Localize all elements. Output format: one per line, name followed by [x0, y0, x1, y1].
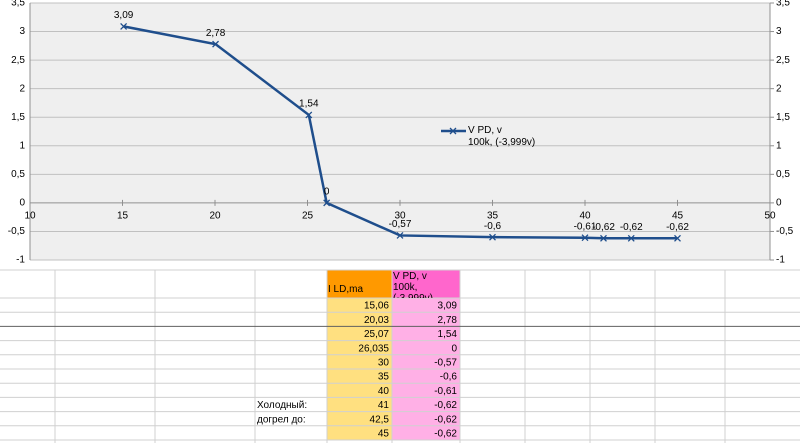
table-cell: -0,62 — [434, 429, 457, 440]
table-cell: 30 — [378, 358, 390, 369]
table-header: I LD,ma — [328, 284, 364, 295]
chart: -1 -0,5 0 0,5 1 1,5 2 2,5 3 3,5 -1 -0,5 0 0,5 1 1,5 2 2,5… — [8, 0, 794, 266]
y-tick-label: 1,5 — [11, 112, 25, 123]
y2-tick-label: -0,5 — [776, 226, 794, 237]
y2-tick-label: 3,5 — [776, 0, 790, 9]
x-tick-label: 35 — [487, 211, 499, 222]
point-marker — [489, 233, 496, 241]
data-label: -0,62 — [666, 222, 689, 233]
y-tick-label: 1 — [19, 140, 25, 151]
y-tick-label: 2,5 — [11, 55, 25, 66]
x-tick-label: 15 — [117, 211, 129, 222]
table-cell: 45 — [378, 429, 390, 440]
point-marker — [627, 234, 635, 242]
y-tick-label: 2 — [19, 83, 25, 94]
x-tick-label: 30 — [394, 211, 406, 222]
data-label: -0,62 — [592, 222, 615, 233]
legend-label-box: V PD, v 100k, (-3,999v) — [468, 125, 536, 148]
y2-tick-label: 3 — [776, 26, 782, 37]
point-marker — [305, 111, 313, 119]
table-cell: 40 — [378, 386, 390, 397]
table-header-box: V PD, v 100k, (-3,999v) — [393, 271, 433, 298]
data-label: -0,61 — [574, 221, 597, 232]
col-i-ld-header — [327, 270, 392, 298]
table-cell: 20,03 — [364, 315, 389, 326]
table-cell: -0,62 — [434, 414, 457, 425]
table-cell: 41 — [378, 400, 390, 411]
y-tick-label: -1 — [16, 255, 25, 266]
x-tick-label: 20 — [209, 211, 221, 222]
data-label: -0,6 — [484, 221, 502, 232]
y2-tick-label: 0 — [776, 198, 782, 209]
data-label: 1,54 — [299, 99, 319, 110]
point-marker — [120, 22, 128, 30]
table-cell: 35 — [378, 372, 390, 383]
table-cell: 1,54 — [438, 329, 458, 340]
point-marker — [600, 234, 607, 242]
y-tick-label: 3,5 — [11, 0, 25, 9]
table-cell: 3,09 — [438, 301, 458, 312]
table-header-box: I LD,ma — [328, 284, 364, 295]
data-label: 2,78 — [206, 28, 226, 39]
table-cell: 25,07 — [364, 329, 389, 340]
table-cell: -0,6 — [440, 372, 458, 383]
y2-tick-label: 1,5 — [776, 112, 790, 123]
data-label: 3,09 — [114, 10, 134, 21]
legend-marker — [449, 127, 457, 135]
data-label: 0 — [324, 187, 330, 198]
y-tick-label: 0,5 — [11, 169, 25, 180]
table-header: V PD, v 100k, (-3,999v) — [393, 271, 433, 298]
series-line — [123, 25, 678, 240]
point-marker — [323, 199, 331, 207]
y2-tick-label: 1 — [776, 140, 782, 151]
y2-tick-label: -1 — [776, 255, 785, 266]
sheet: I LD,ma V PD, v 100k, (-3,999v) 15,06 3,09 2… — [0, 269, 800, 443]
point-marker — [212, 40, 220, 48]
table-note: Холодный: — [257, 400, 307, 411]
x-tick-label: 40 — [579, 211, 591, 222]
y2-tick-label: 2,5 — [776, 55, 790, 66]
x-tick-label: 25 — [302, 211, 314, 222]
point-marker — [674, 234, 681, 242]
plot-area — [30, 3, 770, 260]
table-cell: -0,61 — [434, 386, 457, 397]
y-tick-label: 3 — [19, 26, 25, 37]
table-cell: 42,5 — [370, 414, 390, 425]
table-cell: 15,06 — [364, 301, 389, 312]
y2-tick-label: 2 — [776, 83, 782, 94]
y2-tick-label: 0,5 — [776, 169, 790, 180]
table-cell: -0,62 — [434, 400, 457, 411]
y-tick-label: -0,5 — [8, 226, 26, 237]
table-cell: 26,035 — [358, 343, 389, 354]
y-tick-label: 0 — [19, 198, 25, 209]
legend-label: V PD, v 100k, (-3,999v) — [468, 125, 536, 148]
table-cell: 0 — [451, 343, 457, 354]
data-label: -0,62 — [620, 222, 643, 233]
col-v-pd-header — [392, 270, 460, 298]
data-label: -0,57 — [389, 219, 412, 230]
x-tick-label: 45 — [672, 211, 684, 222]
table-cell: 2,78 — [438, 315, 458, 326]
table-note: догрел до: — [257, 414, 306, 425]
point-marker — [581, 234, 589, 242]
point-marker — [396, 231, 404, 239]
table-cell: -0,57 — [434, 358, 457, 369]
